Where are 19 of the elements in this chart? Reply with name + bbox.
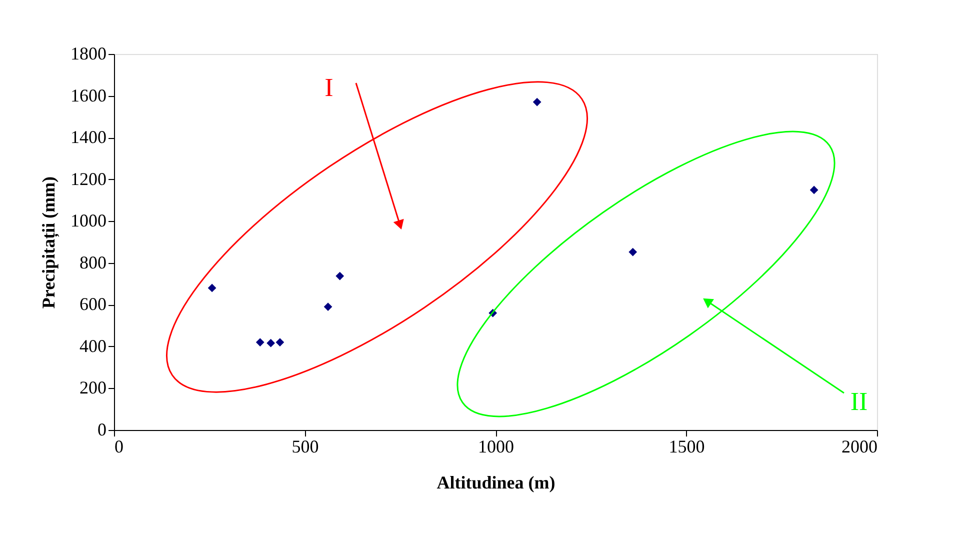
y-tick-label: 0 bbox=[98, 420, 106, 440]
y-tick-label: 1200 bbox=[70, 168, 106, 189]
y-tick-label: 400 bbox=[80, 336, 106, 356]
x-tick-label: 2000 bbox=[842, 436, 878, 456]
x-tick-label: 1500 bbox=[668, 436, 705, 456]
y-tick-label: 200 bbox=[80, 378, 106, 398]
y-tick-label: 1000 bbox=[70, 210, 106, 231]
x-tick-label: 1000 bbox=[478, 436, 514, 456]
y-tick-label: 1800 bbox=[70, 44, 106, 64]
annotation: I bbox=[324, 73, 334, 102]
y-tick-label: 1600 bbox=[70, 85, 106, 106]
y-tick-label: 800 bbox=[80, 252, 106, 272]
x-tick-label: 500 bbox=[292, 436, 319, 456]
annotation: II bbox=[850, 387, 868, 416]
y-axis-title: Precipitații (mm) bbox=[38, 176, 60, 309]
y-tick-label: 600 bbox=[80, 294, 106, 314]
x-tick-label: 0 bbox=[114, 436, 124, 456]
y-tick-label: 1400 bbox=[70, 127, 106, 148]
x-axis-title: Altitudinea (m) bbox=[436, 472, 556, 492]
